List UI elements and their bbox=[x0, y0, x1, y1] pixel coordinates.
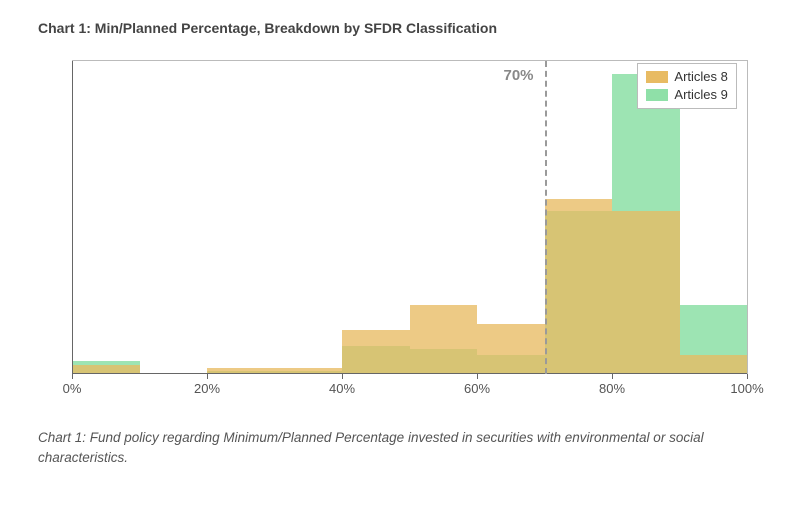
xtick-mark bbox=[72, 374, 73, 379]
legend-label: Articles 9 bbox=[674, 86, 727, 104]
xtick-mark bbox=[477, 374, 478, 379]
xtick-label: 0% bbox=[63, 381, 82, 396]
xtick-mark bbox=[612, 374, 613, 379]
xtick-label: 100% bbox=[730, 381, 763, 396]
chart-caption: Chart 1: Fund policy regarding Minimum/P… bbox=[38, 428, 758, 467]
legend-swatch bbox=[646, 89, 668, 101]
legend-item: Articles 9 bbox=[646, 86, 727, 104]
legend-item: Articles 8 bbox=[646, 68, 727, 86]
histogram-chart: 0%20%40%60%80%100%70%Articles 8Articles … bbox=[38, 54, 758, 414]
chart-title: Chart 1: Min/Planned Percentage, Breakdo… bbox=[38, 20, 762, 36]
threshold-line bbox=[545, 61, 547, 374]
legend-swatch bbox=[646, 71, 668, 83]
xtick-mark bbox=[342, 374, 343, 379]
xtick-label: 20% bbox=[194, 381, 220, 396]
plot-area: 0%20%40%60%80%100%70%Articles 8Articles … bbox=[72, 60, 748, 374]
threshold-label: 70% bbox=[503, 67, 533, 84]
xtick-label: 60% bbox=[464, 381, 490, 396]
xtick-label: 80% bbox=[599, 381, 625, 396]
xtick-label: 40% bbox=[329, 381, 355, 396]
xtick-mark bbox=[207, 374, 208, 379]
legend: Articles 8Articles 9 bbox=[637, 63, 736, 109]
legend-label: Articles 8 bbox=[674, 68, 727, 86]
xtick-mark bbox=[747, 374, 748, 379]
